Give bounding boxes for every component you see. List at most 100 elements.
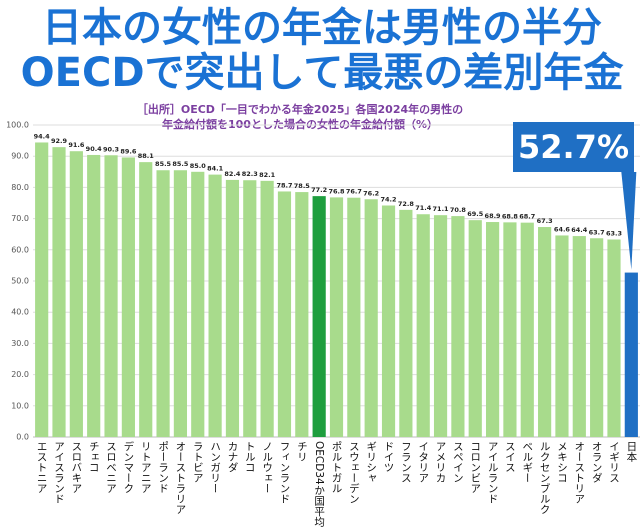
x-tick-label: カナダ	[226, 441, 238, 473]
value-label: 85.5	[172, 160, 189, 168]
x-tick-label: スペイン	[452, 441, 464, 483]
x-tick-label: ルクセンブルク	[539, 441, 551, 515]
value-label: 78.7	[276, 181, 292, 189]
x-tick-label: ベルギー	[521, 441, 533, 483]
bar	[260, 180, 274, 437]
x-tick-label: イギリス	[608, 441, 620, 483]
value-label: 88.1	[138, 152, 155, 160]
x-tick-label: デンマーク	[122, 440, 134, 493]
x-tick-label: チェコ	[88, 441, 100, 473]
x-tick-label: ドイツ	[383, 441, 395, 473]
y-tick-label: 10.0	[11, 401, 29, 410]
bar	[139, 162, 153, 438]
value-label: 67.3	[537, 217, 553, 225]
x-tick-label: 日本	[625, 441, 637, 463]
value-label: 94.4	[34, 132, 51, 140]
y-tick-label: 50.0	[11, 277, 29, 286]
bar	[590, 238, 604, 437]
chart-title: OECDで突出して最悪の差別年金	[21, 50, 625, 96]
bar	[35, 142, 49, 438]
value-label: 76.8	[328, 187, 345, 195]
value-label: 63.7	[589, 228, 605, 236]
y-tick-label: 30.0	[11, 339, 29, 348]
bar	[520, 222, 534, 437]
value-label: 68.8	[502, 212, 519, 220]
x-tick-label: イタリア	[417, 441, 429, 483]
bar	[485, 222, 500, 437]
bar	[156, 170, 170, 438]
value-label: 90.3	[103, 145, 119, 153]
x-tick-label: ラトビア	[192, 441, 204, 483]
x-tick-label: リトアニア	[140, 441, 152, 494]
y-tick-label: 100.0	[6, 121, 29, 130]
y-tick-label: 40.0	[11, 308, 29, 317]
value-label: 82.3	[242, 170, 258, 178]
x-tick-label: スロバキア	[70, 441, 82, 494]
value-label: 91.6	[68, 141, 85, 149]
value-label: 92.9	[51, 137, 68, 145]
x-tick-label: オーストラリア	[174, 441, 186, 515]
value-label: 76.2	[363, 189, 379, 197]
bar	[607, 239, 621, 437]
x-tick-label: オランダ	[591, 441, 603, 483]
x-tick-label: エストニア	[36, 441, 48, 494]
subtitle: ［出所］OECD「一目でわかる年金2025」各国2024年の男性の	[137, 102, 463, 116]
bar	[277, 191, 292, 437]
x-tick-label: トルコ	[244, 441, 256, 473]
bar	[87, 154, 101, 437]
bar	[69, 151, 83, 437]
callout-box	[513, 122, 634, 172]
bar	[416, 214, 430, 437]
value-label: 69.5	[467, 210, 484, 218]
value-label: 90.4	[86, 145, 103, 153]
x-tick-label: オーストリア	[573, 441, 585, 504]
bar	[451, 216, 465, 437]
value-label: 63.3	[606, 230, 622, 238]
bar	[208, 174, 222, 437]
y-tick-label: 90.0	[11, 152, 29, 161]
value-label: 82.4	[224, 170, 241, 178]
callout-pointer	[621, 172, 637, 270]
bar	[295, 192, 309, 437]
x-tick-label: スイス	[504, 441, 516, 473]
value-label: 78.5	[294, 182, 311, 190]
value-label: 84.1	[207, 165, 224, 173]
value-label: 64.4	[571, 226, 588, 234]
value-label: 70.8	[450, 206, 467, 214]
bar	[503, 222, 517, 437]
value-label: 85.0	[190, 162, 207, 170]
bar	[364, 199, 378, 437]
y-tick-label: 60.0	[11, 245, 29, 254]
value-label: 68.9	[485, 212, 502, 220]
subtitle: 年金給付額を100とした場合の女性の年金給付額（%）	[162, 117, 438, 131]
value-label: 64.6	[554, 225, 571, 233]
value-label: 76.7	[346, 188, 362, 196]
bar	[312, 196, 326, 437]
x-tick-label: アイルランド	[487, 441, 499, 504]
bar	[191, 171, 205, 438]
y-tick-label: 20.0	[11, 370, 29, 379]
x-tick-label: アイスランド	[53, 441, 65, 504]
x-tick-label: ギリシャ	[365, 441, 377, 483]
bar	[572, 236, 586, 437]
bar	[121, 157, 135, 437]
value-label: 85.5	[155, 160, 172, 168]
y-tick-label: 80.0	[11, 183, 29, 192]
y-tick-label: 70.0	[11, 214, 29, 223]
x-tick-label: ノルウェー	[261, 441, 273, 494]
bar	[381, 205, 396, 437]
bar	[243, 180, 257, 437]
y-tick-label: 0.0	[16, 433, 29, 442]
bar	[468, 220, 482, 437]
value-label: 71.4	[415, 204, 432, 212]
x-tick-label: フランス	[400, 441, 412, 483]
x-tick-label: ポーランド	[157, 441, 169, 494]
bar	[624, 272, 638, 437]
x-tick-label: アメリカ	[435, 441, 447, 483]
x-tick-label: フィンランド	[278, 441, 290, 504]
x-tick-label: スウェーデン	[348, 441, 360, 504]
bar	[104, 155, 118, 437]
value-label: 74.2	[381, 195, 397, 203]
x-tick-label: コロンビア	[469, 441, 481, 494]
value-label: 89.6	[120, 147, 137, 155]
